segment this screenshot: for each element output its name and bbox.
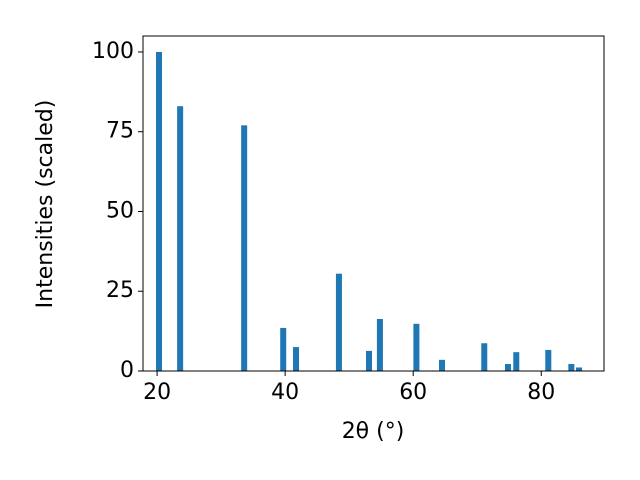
y-tick-label: 100 [92,39,134,64]
bar [504,363,511,371]
y-axis-label: Intensities (scaled) [33,100,58,309]
bar [156,51,163,371]
bar [376,318,383,371]
bar [177,106,184,371]
bar [241,125,248,371]
x-tick-label: 60 [399,380,427,405]
y-tick-label: 0 [120,358,134,383]
bar [439,359,446,371]
bar [545,349,552,371]
bar [366,350,373,371]
x-tick-label: 80 [527,380,555,405]
x-tick-label: 20 [143,380,171,405]
bar [413,323,420,371]
plot-frame [142,35,605,372]
y-tick-label: 50 [106,198,134,223]
bar [568,363,575,371]
bar [280,327,287,371]
bar [335,273,342,371]
x-axis-label: 2θ (°) [342,419,405,444]
y-tick-label: 25 [106,278,134,303]
bar [293,347,300,371]
y-tick-label: 75 [106,119,134,144]
x-tick-label: 40 [271,380,299,405]
bar [481,343,488,371]
bar [513,352,520,371]
bar [576,367,583,371]
